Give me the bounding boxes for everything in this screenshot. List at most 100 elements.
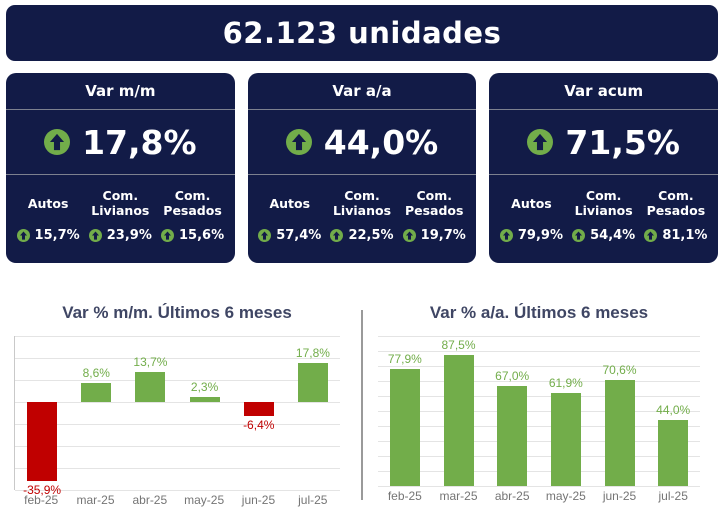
gridline <box>378 396 700 397</box>
kpi-card-var-acum[interactable]: Var acum 71,5% Autos 79,9% Com. Livianos… <box>489 73 719 263</box>
kpi-card-breakdown: Autos 15,7% Com. Livianos 23,9% Com. Pes… <box>6 175 235 263</box>
breakdown-com-livianos: Com. Livianos 23,9% <box>84 187 156 263</box>
x-axis-label: feb-25 <box>387 489 422 503</box>
bar-jun-25[interactable] <box>243 402 274 417</box>
breakdown-label: Autos <box>269 195 311 211</box>
chart-var-aa: Var % a/a. Últimos 6 meses 77,9% 87,5% 67,… <box>362 276 724 507</box>
kpi-value: 71,5% <box>565 122 680 162</box>
x-axis-label: may-25 <box>545 489 586 503</box>
bar-jul-25[interactable] <box>658 420 689 486</box>
breakdown-label: Autos <box>27 195 69 211</box>
bar-value-label: -6,4% <box>243 418 275 433</box>
breakdown-label: Com. Livianos <box>332 188 392 218</box>
kpi-cards-row: Var m/m 17,8% Autos 15,7% Com. Livianos … <box>6 73 719 263</box>
increase-arrow-icon <box>44 129 71 155</box>
x-axis-label: abr-25 <box>132 493 168 507</box>
bar-value-label: 77,9% <box>387 352 422 367</box>
gridline <box>378 381 700 382</box>
gridline <box>378 441 700 442</box>
bar-value-label: 8,6% <box>82 366 110 381</box>
x-axis-label: may-25 <box>184 493 225 507</box>
plot-area: -35,9% 8,6% 13,7% 2,3% -6,4% 17,8% <box>14 336 340 497</box>
breakdown-value: 15,6% <box>179 228 225 243</box>
kpi-card-var-mm[interactable]: Var m/m 17,8% Autos 15,7% Com. Livianos … <box>6 73 235 263</box>
breakdown-label: Com. Livianos <box>91 188 150 218</box>
gridline <box>15 446 340 447</box>
increase-arrow-icon <box>402 229 416 242</box>
bar-mar-25[interactable] <box>443 354 474 486</box>
breakdown-label: Com. Pesados <box>646 188 706 218</box>
increase-arrow-icon <box>285 129 312 155</box>
gridline <box>378 336 700 337</box>
increase-arrow-icon <box>88 229 102 242</box>
gridline <box>378 426 700 427</box>
breakdown-value: 22,5% <box>348 228 394 243</box>
breakdown-value: 81,1% <box>662 228 708 243</box>
bar-value-label: -35,9% <box>23 482 62 497</box>
breakdown-autos: Autos 79,9% <box>495 187 567 263</box>
breakdown-value: 54,4% <box>590 228 636 243</box>
kpi-card-breakdown: Autos 79,9% Com. Livianos 54,4% Com. Pes… <box>489 175 718 263</box>
kpi-card-value-row: 71,5% <box>489 110 719 175</box>
total-units-value: 62.123 unidades <box>222 16 502 50</box>
gridline <box>15 468 340 469</box>
chart-var-mm: Var % m/m. Últimos 6 meses -35,9% 8,6% 13,… <box>0 276 362 507</box>
breakdown-label: Com. Livianos <box>574 188 633 218</box>
increase-arrow-icon <box>499 229 513 242</box>
increase-arrow-icon <box>572 229 586 242</box>
kpi-card-breakdown: Autos 57,4% Com. Livianos 22,5% Com. Pes… <box>248 175 477 263</box>
gridline <box>15 358 340 359</box>
chart-title: Var % m/m. Últimos 6 meses <box>62 303 292 322</box>
kpi-value: 17,8% <box>82 122 197 162</box>
bar-may-25[interactable] <box>550 393 581 486</box>
bar-abr-25[interactable] <box>497 385 528 486</box>
gridline <box>378 456 700 457</box>
gridline <box>378 366 700 367</box>
bar-value-label: 13,7% <box>133 354 168 369</box>
bar-abr-25[interactable] <box>135 371 166 402</box>
bar-value-label: 67,0% <box>495 368 530 383</box>
bar-jul-25[interactable] <box>297 362 328 402</box>
x-axis-label: jul-25 <box>658 489 688 503</box>
x-axis-label: feb-25 <box>24 493 59 507</box>
x-axis-label: abr-25 <box>494 489 530 503</box>
breakdown-value: 79,9% <box>517 228 563 243</box>
kpi-card-value-row: 44,0% <box>247 110 477 175</box>
increase-arrow-icon <box>16 229 30 242</box>
increase-arrow-icon <box>330 229 344 242</box>
bar-value-label: 87,5% <box>441 337 476 352</box>
kpi-card-var-aa[interactable]: Var a/a 44,0% Autos 57,4% Com. Livianos … <box>247 73 477 263</box>
bar-mar-25[interactable] <box>81 383 112 402</box>
charts-row: Var % m/m. Últimos 6 meses -35,9% 8,6% 13,… <box>0 276 724 507</box>
kpi-card-title: Var m/m <box>6 73 235 110</box>
bar-value-label: 17,8% <box>295 345 330 360</box>
breakdown-com-livianos: Com. Livianos 22,5% <box>326 187 398 263</box>
bar-value-label: 2,3% <box>190 379 219 394</box>
gridline <box>15 490 340 491</box>
gridline <box>378 351 700 352</box>
gridline <box>15 402 340 403</box>
increase-arrow-icon <box>527 129 554 155</box>
bar-may-25[interactable] <box>189 396 220 402</box>
bar-jun-25[interactable] <box>604 380 635 486</box>
increase-arrow-icon <box>258 229 272 242</box>
total-units-banner: 62.123 unidades <box>6 5 718 61</box>
x-axis-label: jun-25 <box>602 489 637 503</box>
breakdown-com-pesados: Com. Pesados 81,1% <box>640 187 712 263</box>
gridline <box>15 424 340 425</box>
bar-feb-25[interactable] <box>389 369 420 486</box>
bar-value-label: 44,0% <box>656 403 691 417</box>
bar-feb-25[interactable] <box>27 402 58 481</box>
gridline <box>378 411 700 412</box>
x-axis-label: jun-25 <box>241 493 276 507</box>
breakdown-autos: Autos 57,4% <box>254 187 326 263</box>
x-axis-label: jul-25 <box>298 493 328 507</box>
kpi-card-value-row: 17,8% <box>6 110 235 175</box>
gridline <box>15 380 340 381</box>
breakdown-com-pesados: Com. Pesados 19,7% <box>398 187 470 263</box>
breakdown-label: Com. Pesados <box>404 188 464 218</box>
x-axis-labels: feb-25 mar-25 abr-25 may-25 jun-25 jul-25 <box>378 489 700 503</box>
breakdown-autos: Autos 15,7% <box>12 187 84 263</box>
increase-arrow-icon <box>161 229 174 242</box>
breakdown-value: 15,7% <box>34 228 80 243</box>
